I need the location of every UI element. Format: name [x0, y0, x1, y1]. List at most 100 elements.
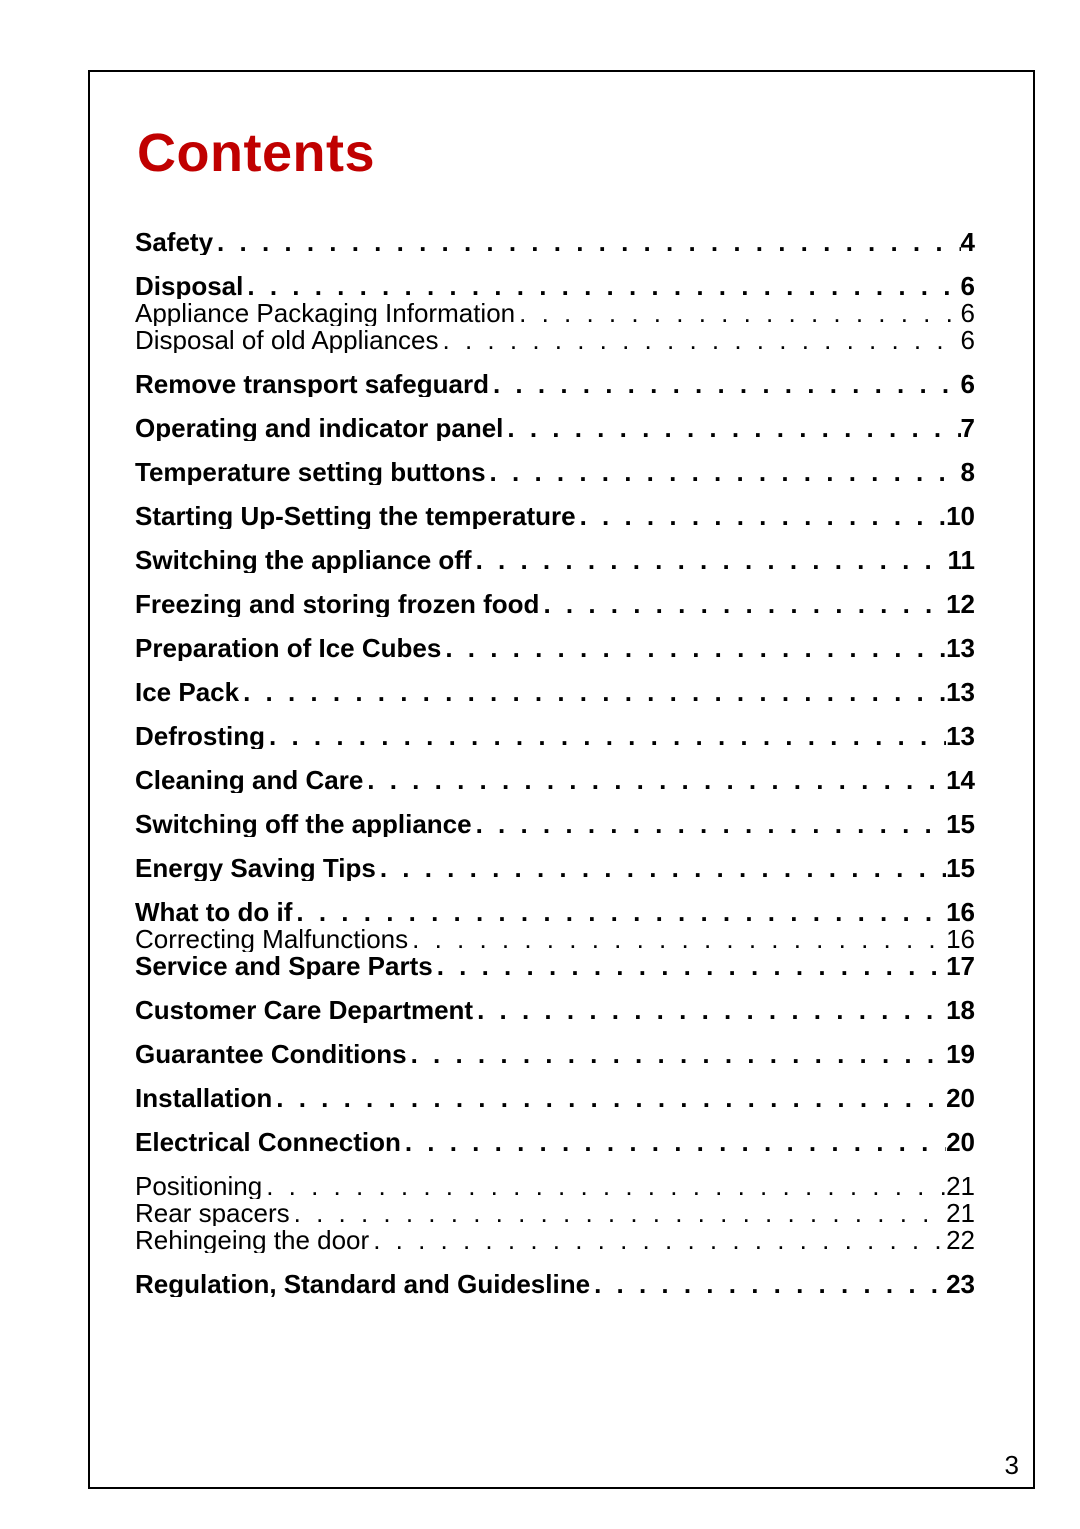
toc-leader-dots: . . . . . . . . . . . . . . . . . . . . … [433, 953, 946, 979]
page-container: Contents Safety . . . . . . . . . . . . … [0, 0, 1080, 1529]
toc-label: Starting Up-Setting the temperature [135, 503, 576, 529]
toc-row: Operating and indicator panel . . . . . … [135, 415, 975, 441]
toc-row: Safety . . . . . . . . . . . . . . . . .… [135, 229, 975, 255]
toc-label: Positioning [135, 1173, 262, 1199]
toc-row: What to do if . . . . . . . . . . . . . … [135, 899, 975, 925]
toc-row: Guarantee Conditions . . . . . . . . . .… [135, 1041, 975, 1067]
toc-row: Freezing and storing frozen food . . . .… [135, 591, 975, 617]
toc-page: 20 [946, 1129, 975, 1155]
toc-label: Switching the appliance off [135, 547, 472, 573]
toc-page: 15 [946, 855, 975, 881]
toc-page: 13 [946, 679, 975, 705]
toc-row: Regulation, Standard and Guidesline . . … [135, 1271, 975, 1297]
toc-row: Temperature setting buttons . . . . . . … [135, 459, 975, 485]
toc-label: Regulation, Standard and Guidesline [135, 1271, 590, 1297]
toc-page: 16 [946, 926, 975, 952]
toc-row: Electrical Connection . . . . . . . . . … [135, 1129, 975, 1155]
toc-row: Installation . . . . . . . . . . . . . .… [135, 1085, 975, 1111]
toc-page: 20 [946, 1085, 975, 1111]
toc-row: Correcting Malfunctions . . . . . . . . … [135, 926, 975, 952]
toc-leader-dots: . . . . . . . . . . . . . . . . . . . . … [503, 415, 960, 441]
toc-page: 19 [946, 1041, 975, 1067]
toc-page: 6 [961, 371, 975, 397]
toc-page: 7 [961, 415, 975, 441]
toc-leader-dots: . . . . . . . . . . . . . . . . . . . . … [272, 1085, 946, 1111]
toc-row: Disposal . . . . . . . . . . . . . . . .… [135, 273, 975, 299]
toc-page: 13 [946, 635, 975, 661]
toc-leader-dots: . . . . . . . . . . . . . . . . . . . . … [265, 723, 946, 749]
toc-page: 16 [946, 899, 975, 925]
toc-row: Service and Spare Parts . . . . . . . . … [135, 953, 975, 979]
content-frame: Contents Safety . . . . . . . . . . . . … [88, 70, 1035, 1489]
toc-label: Rear spacers [135, 1200, 290, 1226]
toc-page: 23 [946, 1271, 975, 1297]
toc-leader-dots: . . . . . . . . . . . . . . . . . . . . … [539, 591, 946, 617]
toc-page: 8 [961, 459, 975, 485]
toc-leader-dots: . . . . . . . . . . . . . . . . . . . . … [408, 926, 946, 952]
toc-row: Preparation of Ice Cubes . . . . . . . .… [135, 635, 975, 661]
toc-leader-dots: . . . . . . . . . . . . . . . . . . . . … [472, 811, 947, 837]
toc-row: Cleaning and Care . . . . . . . . . . . … [135, 767, 975, 793]
toc-page: 6 [961, 300, 975, 326]
toc-leader-dots: . . . . . . . . . . . . . . . . . . . . … [239, 679, 946, 705]
toc-label: Preparation of Ice Cubes [135, 635, 441, 661]
toc-leader-dots: . . . . . . . . . . . . . . . . . . . . … [515, 300, 960, 326]
toc-page: 18 [946, 997, 975, 1023]
toc-leader-dots: . . . . . . . . . . . . . . . . . . . . … [407, 1041, 947, 1067]
toc-page: 12 [946, 591, 975, 617]
toc-label: Ice Pack [135, 679, 239, 705]
toc-page: 15 [946, 811, 975, 837]
toc-page: 21 [946, 1200, 975, 1226]
toc-label: Electrical Connection [135, 1129, 401, 1155]
toc-page: 10 [946, 503, 975, 529]
toc-leader-dots: . . . . . . . . . . . . . . . . . . . . … [243, 273, 960, 299]
toc-leader-dots: . . . . . . . . . . . . . . . . . . . . … [290, 1200, 946, 1226]
toc-leader-dots: . . . . . . . . . . . . . . . . . . . . … [262, 1173, 946, 1199]
toc-row: Appliance Packaging Information . . . . … [135, 300, 975, 326]
toc-leader-dots: . . . . . . . . . . . . . . . . . . . . … [369, 1227, 946, 1253]
toc-leader-dots: . . . . . . . . . . . . . . . . . . . . … [441, 635, 946, 661]
toc-leader-dots: . . . . . . . . . . . . . . . . . . . . … [486, 459, 961, 485]
toc-leader-dots: . . . . . . . . . . . . . . . . . . . . … [439, 327, 961, 353]
toc-leader-dots: . . . . . . . . . . . . . . . . . . . . … [376, 855, 946, 881]
toc-label: Customer Care Department [135, 997, 473, 1023]
toc-leader-dots: . . . . . . . . . . . . . . . . . . . . … [363, 767, 946, 793]
toc-row: Disposal of old Appliances . . . . . . .… [135, 327, 975, 353]
toc-label: Guarantee Conditions [135, 1041, 407, 1067]
toc-row: Switching off the appliance . . . . . . … [135, 811, 975, 837]
toc-leader-dots: . . . . . . . . . . . . . . . . . . . . … [213, 229, 960, 255]
toc-leader-dots: . . . . . . . . . . . . . . . . . . . . … [401, 1129, 946, 1155]
toc-label: Installation [135, 1085, 272, 1111]
page-title: Contents [137, 122, 975, 184]
toc-row: Energy Saving Tips . . . . . . . . . . .… [135, 855, 975, 881]
toc-row: Remove transport safeguard . . . . . . .… [135, 371, 975, 397]
toc-leader-dots: . . . . . . . . . . . . . . . . . . . . … [590, 1271, 946, 1297]
toc-row: Rehingeing the door . . . . . . . . . . … [135, 1227, 975, 1253]
toc-row: Switching the appliance off . . . . . . … [135, 547, 975, 573]
toc-leader-dots: . . . . . . . . . . . . . . . . . . . . … [472, 547, 948, 573]
toc-row: Ice Pack . . . . . . . . . . . . . . . .… [135, 679, 975, 705]
toc-label: Cleaning and Care [135, 767, 363, 793]
toc-label: Correcting Malfunctions [135, 926, 408, 952]
toc-page: 14 [946, 767, 975, 793]
toc-page: 6 [961, 327, 975, 353]
toc-label: Disposal of old Appliances [135, 327, 439, 353]
toc-label: Safety [135, 229, 213, 255]
toc-label: Switching off the appliance [135, 811, 472, 837]
table-of-contents: Safety . . . . . . . . . . . . . . . . .… [135, 229, 975, 1297]
toc-label: Rehingeing the door [135, 1227, 369, 1253]
toc-leader-dots: . . . . . . . . . . . . . . . . . . . . … [473, 997, 946, 1023]
toc-row: Customer Care Department . . . . . . . .… [135, 997, 975, 1023]
toc-row: Starting Up-Setting the temperature . . … [135, 503, 975, 529]
toc-leader-dots: . . . . . . . . . . . . . . . . . . . . … [489, 371, 961, 397]
toc-page: 11 [948, 547, 976, 573]
page-number: 3 [1005, 1450, 1019, 1481]
toc-row: Defrosting . . . . . . . . . . . . . . .… [135, 723, 975, 749]
toc-label: Appliance Packaging Information [135, 300, 515, 326]
toc-label: What to do if [135, 899, 292, 925]
toc-label: Defrosting [135, 723, 265, 749]
toc-row: Positioning . . . . . . . . . . . . . . … [135, 1173, 975, 1199]
toc-row: Rear spacers . . . . . . . . . . . . . .… [135, 1200, 975, 1226]
toc-leader-dots: . . . . . . . . . . . . . . . . . . . . … [576, 503, 946, 529]
toc-label: Energy Saving Tips [135, 855, 376, 881]
